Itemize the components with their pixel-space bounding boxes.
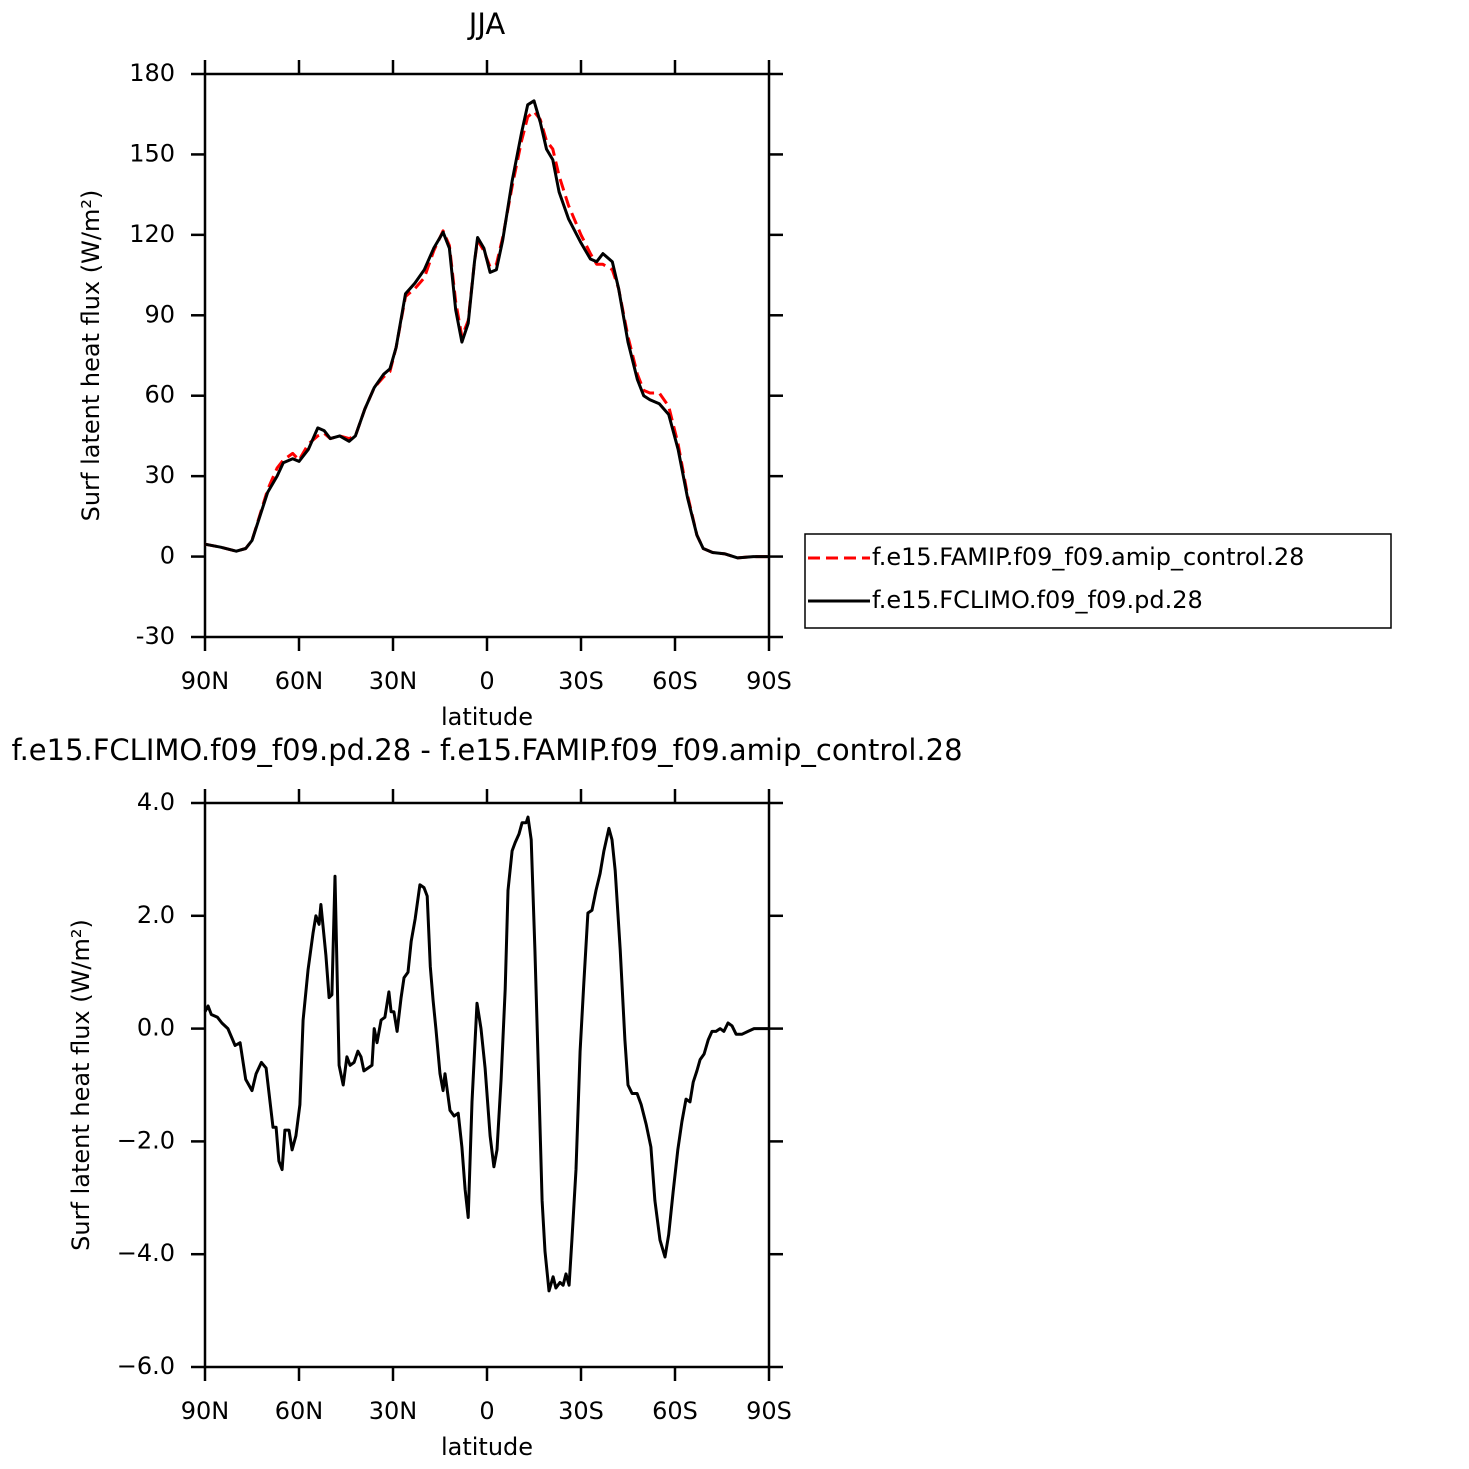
y-tick-label: -30	[136, 622, 175, 650]
y-tick-label: 2.0	[137, 901, 175, 929]
y-axis-label: Surf latent heat flux (W/m²)	[67, 919, 95, 1251]
x-tick-label: 60S	[652, 1397, 698, 1425]
legend: f.e15.FAMIP.f09_f09.amip_control.28 f.e15…	[804, 533, 1392, 629]
legend-frame	[804, 533, 1392, 629]
x-tick-label: 30N	[369, 1397, 418, 1425]
x-tick-label: 30S	[558, 667, 604, 695]
y-tick-label: −4.0	[117, 1239, 175, 1267]
x-tick-label: 60S	[652, 667, 698, 695]
x-axis-label: latitude	[441, 1433, 533, 1461]
y-tick-label: 0	[160, 542, 175, 570]
x-tick-label: 0	[479, 667, 494, 695]
x-tick-label: 0	[479, 1397, 494, 1425]
x-tick-label: 90S	[746, 667, 792, 695]
plot-frame	[203, 72, 771, 639]
x-tick-label: 30N	[369, 667, 418, 695]
chart-title: JJA	[467, 7, 506, 41]
y-tick-label: 120	[129, 220, 175, 248]
plot-panel: f.e15.FCLIMO.f09_f09.pd.28 - f.e15.FAMIP…	[11, 733, 962, 1461]
y-tick-label: 30	[144, 461, 175, 489]
y-tick-label: 0.0	[137, 1014, 175, 1042]
data-line	[203, 815, 769, 1293]
data-line	[204, 99, 769, 560]
y-tick-label: 60	[144, 381, 175, 409]
x-tick-label: 60N	[275, 667, 324, 695]
y-axis-label: Surf latent heat flux (W/m²)	[77, 190, 105, 522]
y-tick-label: 150	[129, 139, 175, 167]
y-tick-label: −2.0	[117, 1126, 175, 1154]
x-tick-label: 30S	[558, 1397, 604, 1425]
legend-label: f.e15.FAMIP.f09_f09.amip_control.28	[872, 543, 1304, 571]
x-tick-label: 90N	[181, 667, 230, 695]
y-tick-label: 180	[129, 59, 175, 87]
plot-panel: JJA latitude Surf latent heat flux (W/m²) 9…	[77, 7, 1392, 731]
legend-label: f.e15.FCLIMO.f09_f09.pd.28	[872, 586, 1203, 614]
chart-title: f.e15.FCLIMO.f09_f09.pd.28 - f.e15.FAMIP…	[11, 733, 962, 767]
x-tick-label: 90S	[746, 1397, 792, 1425]
data-line	[204, 110, 769, 560]
y-tick-label: 4.0	[137, 788, 175, 816]
x-tick-label: 90N	[181, 1397, 230, 1425]
y-tick-label: −6.0	[117, 1352, 175, 1380]
x-tick-label: 60N	[275, 1397, 324, 1425]
y-tick-label: 90	[144, 300, 175, 328]
x-axis-label: latitude	[441, 703, 533, 731]
